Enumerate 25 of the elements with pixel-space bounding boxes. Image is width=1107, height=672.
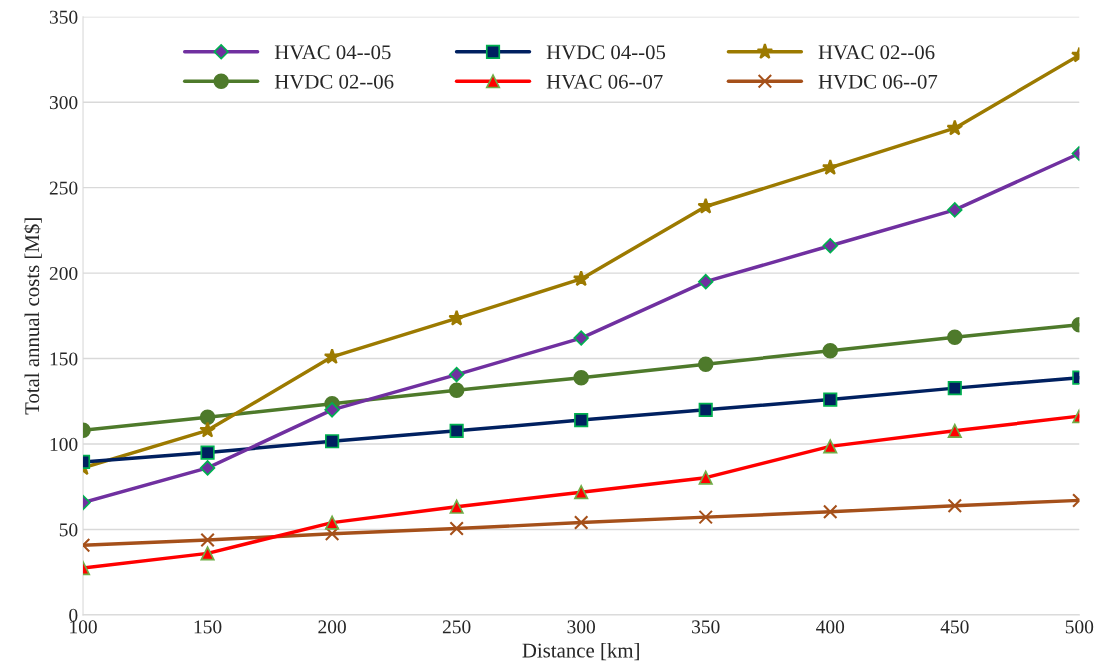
legend-label: HVDC 04--05: [546, 45, 666, 60]
y-tick-label: 250: [49, 181, 78, 195]
y-tick-label: 300: [49, 96, 78, 110]
x-tick-label: 100: [70, 620, 97, 634]
legend-label: HVAC 02--06: [818, 45, 935, 60]
x-tick-label: 500: [1065, 620, 1094, 634]
y-tick-label: 200: [49, 266, 78, 281]
x-tick-label: 150: [194, 620, 222, 634]
x-tick-label: 400: [816, 620, 845, 634]
legend-label: HVAC 04--05: [274, 45, 391, 60]
x-tick-label: 200: [318, 620, 346, 634]
y-tick-label: 50: [59, 523, 78, 537]
x-tick-label: 450: [940, 620, 969, 634]
y-tick-label: 100: [50, 437, 78, 451]
y-axis-title: Total annual costs [M$]: [23, 218, 42, 415]
x-tick-label: 300: [567, 620, 596, 634]
y-tick-label: 350: [49, 10, 78, 24]
x-axis-title: Distance [km]: [522, 642, 639, 661]
y-tick-label: 0: [69, 608, 78, 622]
y-tick-label: 150: [50, 352, 78, 366]
x-tick-label: 250: [442, 620, 471, 634]
legend-label: HVAC 06--07: [546, 74, 663, 89]
x-tick-label: 350: [692, 620, 720, 634]
legend-label: HVDC 02--06: [274, 74, 394, 89]
legend-label: HVDC 06--07: [818, 74, 938, 89]
